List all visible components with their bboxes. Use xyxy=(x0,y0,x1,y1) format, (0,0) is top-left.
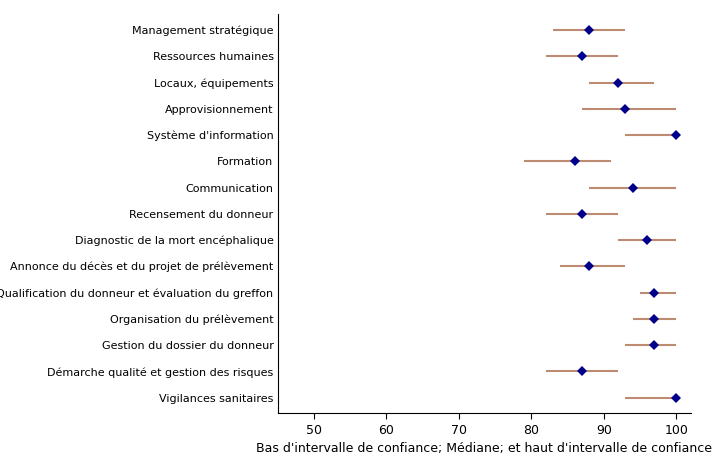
X-axis label: Bas d'intervalle de confiance; Médiane; et haut d'intervalle de confiance: Bas d'intervalle de confiance; Médiane; … xyxy=(256,442,712,455)
